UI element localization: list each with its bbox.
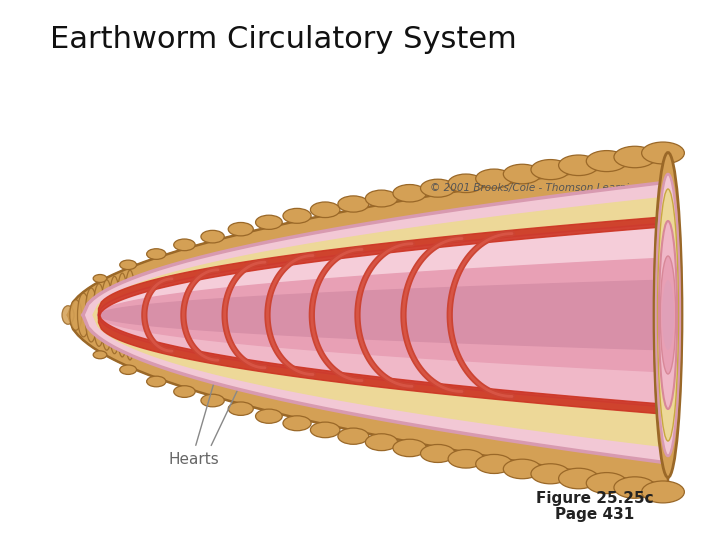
Ellipse shape bbox=[201, 231, 224, 243]
Ellipse shape bbox=[78, 293, 89, 337]
Text: Hearts: Hearts bbox=[168, 453, 219, 468]
Ellipse shape bbox=[283, 416, 311, 431]
Ellipse shape bbox=[120, 365, 137, 374]
Ellipse shape bbox=[393, 185, 426, 202]
Polygon shape bbox=[98, 258, 668, 372]
Ellipse shape bbox=[93, 351, 107, 359]
Ellipse shape bbox=[586, 472, 627, 494]
Polygon shape bbox=[83, 182, 668, 463]
Ellipse shape bbox=[93, 274, 107, 282]
Ellipse shape bbox=[310, 202, 340, 218]
Ellipse shape bbox=[531, 464, 570, 484]
Ellipse shape bbox=[448, 174, 484, 193]
Ellipse shape bbox=[476, 455, 513, 474]
Ellipse shape bbox=[393, 439, 426, 457]
Ellipse shape bbox=[174, 386, 195, 397]
Ellipse shape bbox=[559, 155, 598, 176]
Ellipse shape bbox=[338, 428, 369, 444]
Ellipse shape bbox=[657, 189, 678, 441]
Ellipse shape bbox=[656, 174, 680, 456]
Ellipse shape bbox=[448, 449, 484, 468]
Ellipse shape bbox=[420, 179, 455, 197]
Ellipse shape bbox=[120, 260, 137, 269]
Polygon shape bbox=[68, 160, 668, 485]
Ellipse shape bbox=[531, 159, 570, 180]
Ellipse shape bbox=[147, 249, 166, 259]
Ellipse shape bbox=[228, 222, 253, 236]
Ellipse shape bbox=[662, 280, 674, 350]
Ellipse shape bbox=[310, 422, 340, 438]
Ellipse shape bbox=[503, 164, 541, 184]
Ellipse shape bbox=[174, 239, 195, 251]
Ellipse shape bbox=[614, 477, 656, 498]
Polygon shape bbox=[98, 223, 668, 407]
Ellipse shape bbox=[338, 196, 369, 212]
Text: Figure 25.25c: Figure 25.25c bbox=[536, 490, 654, 505]
Ellipse shape bbox=[659, 221, 677, 409]
Text: © 2001 Brooks/Cole - Thomson Learning: © 2001 Brooks/Cole - Thomson Learning bbox=[430, 183, 642, 193]
Ellipse shape bbox=[256, 409, 282, 423]
Ellipse shape bbox=[116, 273, 128, 357]
Ellipse shape bbox=[124, 270, 136, 360]
Ellipse shape bbox=[109, 276, 120, 354]
Ellipse shape bbox=[201, 394, 224, 407]
Ellipse shape bbox=[503, 459, 541, 479]
Ellipse shape bbox=[366, 434, 397, 450]
Ellipse shape bbox=[559, 468, 598, 489]
Ellipse shape bbox=[62, 306, 74, 325]
Text: Page 431: Page 431 bbox=[555, 508, 634, 523]
Ellipse shape bbox=[476, 169, 513, 188]
Ellipse shape bbox=[654, 152, 682, 477]
Polygon shape bbox=[98, 280, 668, 350]
Ellipse shape bbox=[642, 481, 685, 503]
Ellipse shape bbox=[228, 402, 253, 415]
Ellipse shape bbox=[660, 256, 675, 374]
Ellipse shape bbox=[420, 444, 455, 462]
Ellipse shape bbox=[283, 208, 311, 224]
Ellipse shape bbox=[586, 151, 627, 172]
Text: Earthworm Circulatory System: Earthworm Circulatory System bbox=[50, 25, 517, 55]
Ellipse shape bbox=[147, 376, 166, 387]
Ellipse shape bbox=[101, 280, 113, 350]
Ellipse shape bbox=[70, 300, 82, 330]
Ellipse shape bbox=[642, 142, 685, 164]
Ellipse shape bbox=[366, 190, 397, 207]
Ellipse shape bbox=[85, 288, 97, 342]
Polygon shape bbox=[93, 197, 668, 447]
Ellipse shape bbox=[256, 215, 282, 230]
Ellipse shape bbox=[614, 146, 656, 168]
Ellipse shape bbox=[93, 284, 105, 346]
